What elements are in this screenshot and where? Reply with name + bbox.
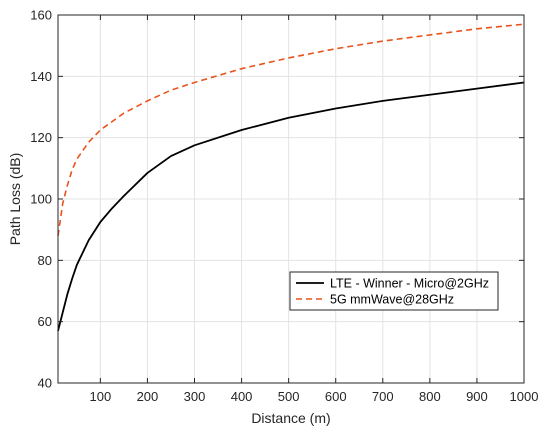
y-tick-label: 60 xyxy=(38,314,52,329)
legend: LTE - Winner - Micro@2GHz 5G mmWave@28GH… xyxy=(289,271,499,311)
y-tick-label: 140 xyxy=(30,69,52,84)
x-tick-label: 800 xyxy=(419,389,441,404)
legend-box xyxy=(289,271,499,311)
y-tick-label: 80 xyxy=(38,253,52,268)
x-axis-label: Distance (m) xyxy=(251,410,330,426)
x-tick-label: 700 xyxy=(372,389,394,404)
legend-label-5g: 5G mmWave@28GHz xyxy=(330,293,454,307)
series-line-5g xyxy=(57,23,525,236)
x-tick-label: 300 xyxy=(184,389,206,404)
x-tick-label: 200 xyxy=(137,389,159,404)
axis-ticks: 100 200 300 400 500 600 700 800 900 1000 40 60 80 100… xyxy=(30,8,538,405)
y-tick-label: 40 xyxy=(38,376,52,391)
x-tick-label: 900 xyxy=(466,389,488,404)
x-tick-label: 600 xyxy=(325,389,347,404)
y-tick-label: 120 xyxy=(30,130,52,145)
series-layer xyxy=(57,23,525,332)
x-tick-label: 100 xyxy=(90,389,112,404)
x-tick-label: 500 xyxy=(278,389,300,404)
grid xyxy=(58,14,525,384)
x-tick-label: 1000 xyxy=(510,389,539,404)
x-tick-label: 400 xyxy=(231,389,253,404)
legend-label-lte: LTE - Winner - Micro@2GHz xyxy=(330,277,489,291)
y-axis-label: Path Loss (dB) xyxy=(7,153,23,246)
series-line-lte xyxy=(57,81,525,332)
y-tick-label: 100 xyxy=(30,192,52,207)
y-tick-label: 160 xyxy=(30,8,52,23)
